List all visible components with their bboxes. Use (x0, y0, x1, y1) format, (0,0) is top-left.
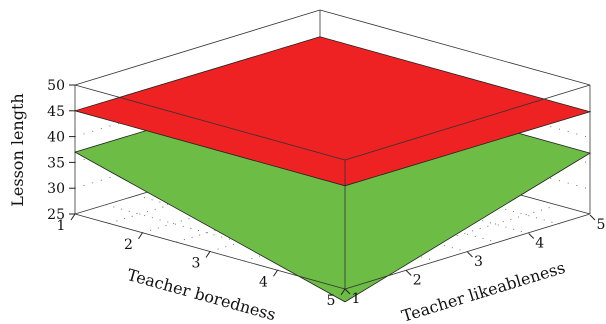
x-tick-mark (138, 232, 143, 240)
z-tick-label: 50 (47, 78, 65, 94)
y-tick-mark (405, 270, 412, 276)
y-tick-mark (528, 233, 535, 239)
z-tick-label: 30 (47, 181, 65, 197)
z-tick-label: 25 (47, 207, 65, 223)
y-tick-label: 3 (474, 254, 483, 270)
box-floor-front-right (344, 213, 591, 290)
box-top-front-left (74, 84, 346, 161)
x-axis-title: Teacher boredness (125, 265, 278, 324)
x-tick-label: 3 (192, 256, 201, 272)
plot-box-front (74, 84, 591, 290)
x-axis: 1 2 3 4 5 (57, 213, 346, 309)
x-tick-label: 1 (57, 218, 66, 234)
z-tick-label: 45 (47, 104, 65, 120)
x-tick-label: 2 (124, 237, 133, 253)
x-tick-label: 5 (327, 293, 336, 309)
z-axis: 25 30 35 40 45 50 (47, 78, 75, 223)
x-tick-mark (70, 213, 76, 221)
box-top-front-right (344, 84, 591, 161)
x-tick-mark (205, 251, 211, 258)
y-tick-label: 4 (535, 236, 544, 252)
y-tick-mark (467, 251, 473, 258)
y-tick-label: 1 (352, 291, 361, 307)
y-tick-mark (589, 214, 596, 221)
box-top-right-edge (319, 9, 591, 86)
x-tick-label: 4 (259, 274, 268, 290)
y-tick-mark (344, 288, 351, 295)
z-axis-title: Lesson length (8, 93, 27, 206)
y-axis-title: Teacher likeableness (399, 258, 567, 324)
x-tick-mark (340, 288, 346, 296)
box-top-left-edge (74, 9, 321, 86)
y-tick-label: 5 (597, 217, 606, 233)
x-tick-mark (273, 269, 278, 277)
z-tick-label: 35 (47, 155, 65, 171)
y-axis: 1 2 3 4 5 (344, 214, 606, 307)
z-tick-label: 40 (47, 130, 65, 146)
y-tick-label: 2 (413, 273, 422, 289)
surfaces (73, 36, 592, 303)
